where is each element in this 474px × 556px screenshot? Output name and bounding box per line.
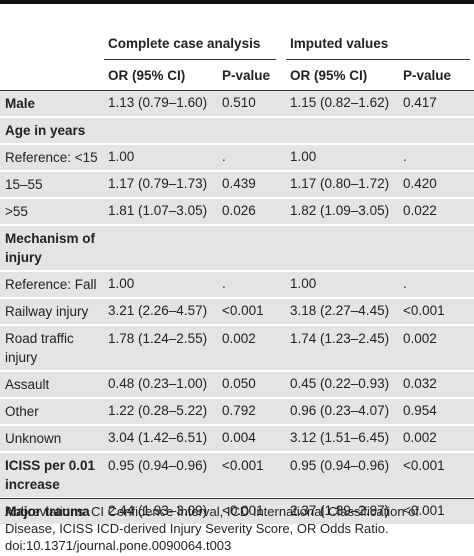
table-cell: 0.002 <box>403 430 437 445</box>
group-rule <box>104 59 276 60</box>
footnote: Abbreviations: CI Confidence Interval, I… <box>5 503 471 554</box>
table-cell: 1.74 (1.23–2.45) <box>290 331 390 346</box>
table-cell: 0.002 <box>222 331 256 346</box>
table-cell: <0.001 <box>222 458 264 473</box>
row-label: 15–55 <box>5 177 43 192</box>
row-label: Major trauma <box>5 504 90 519</box>
row-label: Railway injury <box>5 304 89 319</box>
table-cell: 1.78 (1.24–2.55) <box>108 331 208 346</box>
table-cell: 0.95 (0.94–0.96) <box>290 458 390 473</box>
table-cell: 1.22 (0.28–5.22) <box>108 403 208 418</box>
group-rule <box>286 59 470 60</box>
table-cell: 0.032 <box>403 376 437 391</box>
table-cell: 1.17 (0.79–1.73) <box>108 176 208 191</box>
table-body: Male 1.13 (0.79–1.60) 0.510 1.15 (0.82–1.62… <box>0 90 474 526</box>
row-label: Male <box>5 96 36 111</box>
table-cell: 1.00 <box>290 149 317 164</box>
table-cell: <0.001 <box>403 303 445 318</box>
table-row: >55 1.81 (1.07–3.05) 0.026 1.82 (1.09–3.05)… <box>0 199 474 226</box>
column-header: P-value <box>222 68 271 83</box>
table-cell: 3.21 (2.26–4.57) <box>108 303 208 318</box>
table-cell: 2.44 (1.93–3.09) <box>108 503 208 518</box>
table-cell: 3.12 (1.51–6.45) <box>290 430 390 445</box>
row-label: Assault <box>5 377 50 392</box>
doi: doi:10.1371/journal.pone.0090064.t003 <box>5 538 232 553</box>
table-cell: 0.417 <box>403 95 437 110</box>
table-cell: 0.792 <box>222 403 256 418</box>
column-header: OR (95% CI) <box>290 68 368 83</box>
table-row: Major trauma 2.44 (1.93–3.09) <0.001 2.37 (… <box>0 499 474 526</box>
table-cell: 1.82 (1.09–3.05) <box>290 203 390 218</box>
table-cell: 0.002 <box>403 331 437 346</box>
table-cell: 0.48 (0.23–1.00) <box>108 376 208 391</box>
table-cell: 0.510 <box>222 95 256 110</box>
table-cell: 2.37 (1.89–2.97) <box>290 503 390 518</box>
row-label: Unknown <box>5 431 62 446</box>
row-label: Age in years <box>5 123 86 138</box>
table-cell: <0.001 <box>222 503 264 518</box>
table-row: Road traffic injury 1.78 (1.24–2.55) 0.002… <box>0 326 474 372</box>
row-label: Mechanism of injury <box>5 231 96 265</box>
table-cell: 0.45 (0.22–0.93) <box>290 376 390 391</box>
table-cell: 1.81 (1.07–3.05) <box>108 203 208 218</box>
row-label: >55 <box>5 204 28 219</box>
group-header: Imputed values <box>290 36 389 51</box>
table-row: 15–55 1.17 (0.79–1.73) 0.439 1.17 (0.80–1.7… <box>0 172 474 199</box>
group-header: Complete case analysis <box>108 36 261 51</box>
table-row: Male 1.13 (0.79–1.60) 0.510 1.15 (0.82–1.62… <box>0 91 474 118</box>
table-cell: 0.439 <box>222 176 256 191</box>
column-header: P-value <box>403 68 452 83</box>
table-row: Assault 0.48 (0.23–1.00) 0.050 0.45 (0.22–0… <box>0 372 474 399</box>
table-row: Age in years <box>0 118 474 145</box>
top-rule <box>0 0 474 4</box>
table-cell: 3.18 (2.27–4.45) <box>290 303 390 318</box>
row-label: ICISS per 0.01 increase <box>5 458 96 492</box>
table-cell: <0.001 <box>222 303 264 318</box>
table-cell: . <box>403 276 407 291</box>
table-cell: 3.04 (1.42–6.51) <box>108 430 208 445</box>
table-row: Reference: Fall 1.00. 1.00. <box>0 272 474 299</box>
table-cell: <0.001 <box>403 458 445 473</box>
bottom-rule <box>0 498 474 499</box>
table-cell: 0.004 <box>222 430 256 445</box>
table-row: Unknown 3.04 (1.42–6.51) 0.004 3.12 (1.51–6… <box>0 426 474 453</box>
table-cell: 1.13 (0.79–1.60) <box>108 95 208 110</box>
table-row: Mechanism of injury <box>0 226 474 272</box>
table-cell: . <box>403 149 407 164</box>
table-cell: 0.954 <box>403 403 437 418</box>
table-row: ICISS per 0.01 increase 0.95 (0.94–0.96) <… <box>0 453 474 499</box>
abbreviations: Abbreviations: CI Confidence Interval, I… <box>5 504 420 536</box>
row-label: Road traffic injury <box>5 331 74 365</box>
table-cell: . <box>222 149 226 164</box>
table-cell: 1.17 (0.80–1.72) <box>290 176 390 191</box>
table-row: Reference: <15 1.00. 1.00. <box>0 145 474 172</box>
table-cell: . <box>222 276 226 291</box>
table-row: Railway injury 3.21 (2.26–4.57) <0.001 3.18… <box>0 299 474 326</box>
row-label: Reference: Fall <box>5 277 97 292</box>
table-cell: <0.001 <box>403 503 445 518</box>
table-cell: 1.00 <box>108 276 135 291</box>
row-label: Other <box>5 404 39 419</box>
column-header: OR (95% CI) <box>108 68 186 83</box>
table-cell: 1.15 (0.82–1.62) <box>290 95 390 110</box>
row-label: Reference: <15 <box>5 150 98 165</box>
table-cell: 1.00 <box>108 149 135 164</box>
table-cell: 0.050 <box>222 376 256 391</box>
table-cell: 0.420 <box>403 176 437 191</box>
table-cell: 0.026 <box>222 203 256 218</box>
table-cell: 0.022 <box>403 203 437 218</box>
table-cell: 0.95 (0.94–0.96) <box>108 458 208 473</box>
table-cell: 0.96 (0.23–4.07) <box>290 403 390 418</box>
table-row: Other 1.22 (0.28–5.22) 0.792 0.96 (0.23–4.0… <box>0 399 474 426</box>
table-cell: 1.00 <box>290 276 317 291</box>
